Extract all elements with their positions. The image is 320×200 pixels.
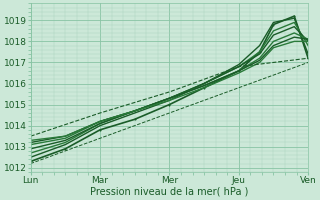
- X-axis label: Pression niveau de la mer( hPa ): Pression niveau de la mer( hPa ): [90, 187, 249, 197]
